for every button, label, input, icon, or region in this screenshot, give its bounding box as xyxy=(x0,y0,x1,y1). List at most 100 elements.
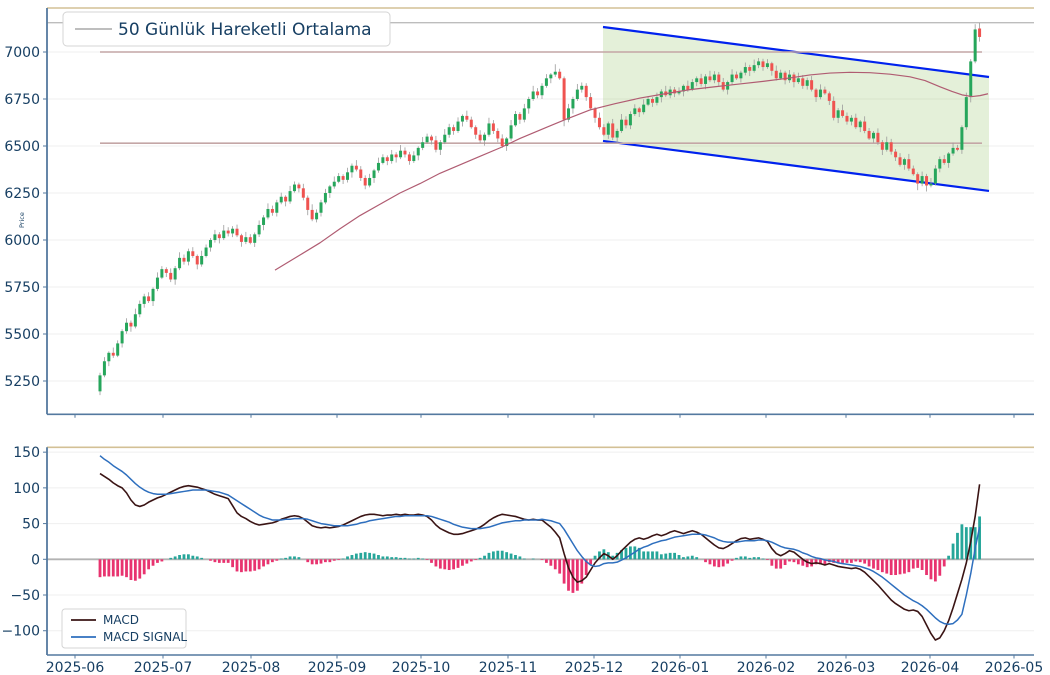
macd-histogram-bar xyxy=(434,559,438,567)
macd-histogram-bar xyxy=(217,559,221,563)
candle-body xyxy=(779,72,783,79)
macd-histogram-bar xyxy=(739,556,743,560)
macd-histogram-bar xyxy=(447,559,451,571)
macd-histogram-bar xyxy=(487,552,491,560)
candle-body xyxy=(306,197,310,210)
macd-histogram-bar xyxy=(854,559,858,562)
macd-histogram-bar xyxy=(522,558,526,560)
x-tick-label: 2025-09 xyxy=(308,660,367,675)
candle-body xyxy=(712,74,716,81)
macd-histogram-bar xyxy=(111,559,115,577)
macd-histogram-bar xyxy=(841,559,844,563)
macd-histogram-bar xyxy=(142,559,146,575)
macd-histogram-bar xyxy=(651,551,654,560)
macd-histogram-bar xyxy=(637,547,641,560)
candle-body xyxy=(549,74,553,79)
macd-histogram-bar xyxy=(438,559,442,569)
candle-body xyxy=(589,97,593,109)
candle-body xyxy=(774,70,778,79)
price-tick-label: 5750 xyxy=(4,280,40,296)
macd-histogram-bar xyxy=(960,524,964,560)
macd-histogram-bar xyxy=(248,559,252,572)
macd-histogram-bar xyxy=(686,556,690,560)
price-legend-box xyxy=(62,11,391,47)
macd-histogram-bar xyxy=(346,556,349,560)
macd-histogram-bar xyxy=(209,559,212,561)
candle-body xyxy=(642,104,646,113)
candle-body xyxy=(686,85,690,90)
macd-histogram-bar xyxy=(399,557,402,560)
candle-body xyxy=(916,174,920,184)
candle-body xyxy=(765,63,769,68)
candle-body xyxy=(209,240,212,248)
candle-body xyxy=(695,78,699,83)
candle-body xyxy=(195,255,199,265)
macd-histogram-bar xyxy=(916,559,920,568)
candle-body xyxy=(390,154,394,162)
macd-histogram-bar xyxy=(156,559,159,563)
ma-legend-label: 50 Günlük Hareketli Ortalama xyxy=(118,20,372,40)
candle-body xyxy=(310,209,314,220)
macd-histogram-bar xyxy=(354,553,358,560)
macd-histogram-bar xyxy=(942,559,946,567)
candle-body xyxy=(116,343,120,356)
candle-body xyxy=(699,78,703,84)
macd-histogram-bar xyxy=(872,559,875,569)
candle-body xyxy=(469,119,473,128)
macd-histogram-bar xyxy=(381,556,385,560)
macd-layer xyxy=(47,455,1034,641)
macd-histogram-bar xyxy=(668,552,672,560)
candle-body xyxy=(443,134,447,143)
candle-body xyxy=(867,130,871,139)
macd-histogram-bar xyxy=(783,559,787,566)
macd-histogram-bar xyxy=(133,559,137,581)
macd-histogram-bar xyxy=(514,555,517,560)
macd-tick-label: 50 xyxy=(22,517,40,533)
macd-histogram-bar xyxy=(253,559,257,571)
macd-histogram-bar xyxy=(262,559,265,567)
candle-body xyxy=(354,165,358,170)
candle-body xyxy=(235,228,239,236)
macd-histogram-bar xyxy=(496,550,500,560)
candle-body xyxy=(244,237,248,242)
macd-histogram-bar xyxy=(553,559,557,570)
candle-body xyxy=(615,130,619,138)
macd-histogram-bar xyxy=(823,559,827,565)
candle-body xyxy=(553,71,557,75)
candle-body xyxy=(655,97,659,103)
macd-tick-label: 100 xyxy=(13,481,40,497)
candle-body xyxy=(288,191,292,202)
macd-histogram-bar xyxy=(730,559,734,561)
candle-body xyxy=(231,228,235,234)
candle-body xyxy=(633,108,637,115)
candle-body xyxy=(120,331,124,344)
candle-body xyxy=(788,74,792,81)
candle-body xyxy=(872,132,875,139)
candle-body xyxy=(487,123,491,135)
macd-histogram-bar xyxy=(403,557,407,560)
macd-histogram-bar xyxy=(885,559,889,574)
macd-histogram-bar xyxy=(235,559,239,572)
x-tick-label: 2026-03 xyxy=(817,660,876,675)
macd-histogram-bar xyxy=(337,559,341,561)
macd-tick-label: 0 xyxy=(31,552,40,568)
candle-body xyxy=(478,134,482,141)
candle-body xyxy=(332,181,336,187)
candle-body xyxy=(876,132,880,143)
macd-histogram-bar xyxy=(270,559,274,563)
candle-body xyxy=(849,117,853,122)
macd-histogram-bar xyxy=(880,559,884,573)
candle-body xyxy=(527,99,531,109)
macd-histogram-bar xyxy=(372,553,376,560)
candle-body xyxy=(319,202,323,213)
candle-body xyxy=(350,165,354,173)
candle-body xyxy=(226,230,230,234)
candle-body xyxy=(620,119,624,131)
macd-legend-box xyxy=(61,608,187,649)
candle-body xyxy=(880,142,884,150)
macd-histogram-bar xyxy=(779,559,783,569)
macd-histogram-bar xyxy=(531,558,535,560)
candle-body xyxy=(456,121,460,131)
macd-histogram-bar xyxy=(748,557,752,560)
x-tick-label: 2025-10 xyxy=(392,660,451,675)
